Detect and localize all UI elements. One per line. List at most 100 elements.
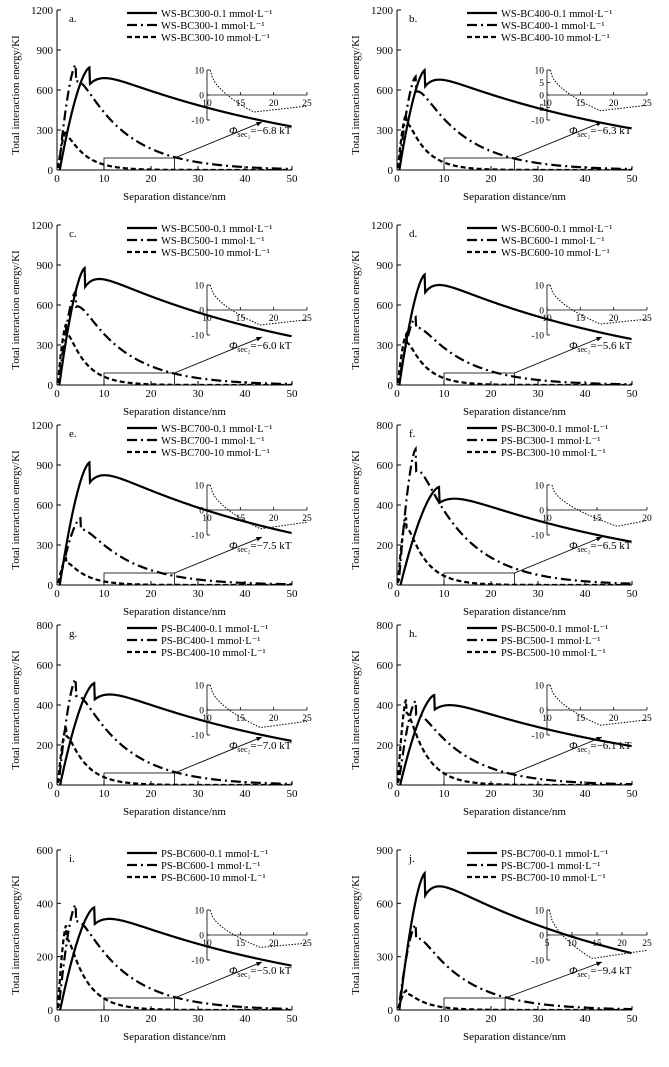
inset-x-tick-label: 20 [269, 939, 279, 949]
inset-curve [549, 684, 648, 726]
annotation-subscript: sec₂ [577, 345, 590, 354]
legend-label-2: PS-BC500-1 mmol·L⁻¹ [501, 636, 600, 647]
x-tick-label: 10 [439, 173, 451, 185]
series-line-2 [57, 62, 292, 170]
panel-label: f. [409, 428, 416, 440]
zoom-arrow-head [596, 336, 602, 342]
series-line-1 [58, 65, 292, 170]
x-tick-label: 0 [394, 1013, 400, 1025]
inset-y-tick-label: 0 [199, 307, 204, 317]
x-tick-label: 0 [54, 173, 60, 185]
inset-x-tick-label: 10 [542, 99, 552, 109]
zoom-box [443, 572, 515, 586]
inset-x-tick-label: 15 [236, 99, 246, 109]
x-tick-label: 40 [580, 1013, 592, 1025]
x-tick-label: 50 [287, 173, 299, 185]
inset-y-tick-label: 0 [539, 507, 544, 517]
x-tick-label: 30 [193, 173, 205, 185]
inset-x-tick-label: 15 [236, 939, 246, 949]
series-line-1 [59, 681, 292, 785]
x-tick-label: 20 [146, 388, 158, 400]
annotation-value: =−6.8 kT [250, 125, 291, 137]
annotation-symbol: Φ [569, 965, 578, 977]
x-axis-label: Separation distance/nm [463, 806, 566, 818]
inset-x-tick-label: 10 [202, 99, 212, 109]
inset-curve [209, 484, 308, 530]
inset-y-tick-label: -10 [531, 732, 544, 742]
x-tick-label: 0 [54, 588, 60, 600]
series-line-2 [397, 922, 632, 1010]
zoom-arrow [514, 736, 603, 774]
inset-x-tick-label: 20 [609, 99, 619, 109]
y-tick-label: 200 [377, 540, 394, 552]
series-line-1 [398, 870, 632, 1010]
annotation-value: =−5.0 kT [250, 965, 291, 977]
inset-y-tick-label: 0 [539, 307, 544, 317]
series-line-2 [57, 516, 292, 585]
inset-x-tick-label: 25 [302, 314, 312, 324]
y-tick-label: 900 [377, 260, 394, 272]
annotation-value: =−6.3 kT [590, 125, 631, 137]
y-tick-label: 0 [48, 1005, 54, 1017]
legend-label-3: WS-BC400-10 mmol·L⁻¹ [501, 33, 610, 44]
y-tick-label: 1200 [371, 5, 394, 17]
inset-y-tick-label: 10 [195, 482, 205, 492]
zoom-arrow [174, 961, 263, 999]
inset-x-tick-label: 10 [542, 314, 552, 324]
x-tick-label: 10 [439, 788, 451, 800]
legend-label-1: PS-BC300-0.1 mmol·L⁻¹ [501, 424, 608, 435]
legend-label-2: WS-BC400-1 mmol·L⁻¹ [501, 21, 604, 32]
inset-chart: 10 0 -105 10 15 20 25 Φsec₂=−9.4 kT [531, 907, 652, 980]
inset-y-tick-label: -10 [531, 117, 544, 127]
inset-y-tick-label: 10 [195, 282, 205, 292]
y-tick-label: 0 [388, 1005, 394, 1017]
x-tick-label: 50 [287, 788, 299, 800]
series-line-1 [399, 693, 632, 785]
x-axis-label: Separation distance/nm [463, 1031, 566, 1043]
zoom-box [443, 997, 506, 1011]
x-tick-label: 50 [627, 588, 639, 600]
x-tick-label: 40 [240, 1013, 252, 1025]
annotation-subscript: sec₂ [237, 130, 250, 139]
inset-curve [209, 909, 308, 949]
x-tick-label: 20 [146, 788, 158, 800]
y-tick-label: 600 [37, 500, 54, 512]
panel-label: h. [409, 628, 418, 640]
y-axis-label: Total interaction energy/KI [350, 875, 362, 995]
y-tick-label: 400 [37, 700, 54, 712]
legend-label-2: PS-BC400-1 mmol·L⁻¹ [161, 636, 260, 647]
inset-chart: 10 5 0 -5 -10 10 15 20 25 Φsec₂=−6.3 kT [531, 67, 652, 140]
inset-y-tick-label: -10 [191, 957, 204, 967]
inset-y-tick-label: -10 [531, 332, 544, 342]
x-tick-label: 40 [240, 788, 252, 800]
panel-label: j. [408, 853, 415, 865]
legend-label-2: PS-BC600-1 mmol·L⁻¹ [161, 861, 260, 872]
annotation-symbol: Φ [569, 740, 578, 752]
annotation-text: Φsec₂=−6.0 kT [229, 340, 292, 354]
inset-y-tick-label: 10 [535, 907, 545, 917]
inset-x-tick-label: 25 [642, 99, 652, 109]
zoom-arrow-head [596, 736, 602, 742]
annotation-symbol: Φ [569, 340, 578, 352]
x-tick-label: 50 [627, 173, 639, 185]
x-tick-label: 30 [193, 388, 205, 400]
annotation-symbol: Φ [229, 340, 238, 352]
zoom-arrow-head [256, 736, 262, 742]
x-tick-label: 10 [439, 1013, 451, 1025]
inset-y-tick-label: 10 [195, 682, 205, 692]
series-line-1 [59, 905, 292, 1010]
legend-label-1: WS-BC400-0.1 mmol·L⁻¹ [501, 9, 612, 20]
legend-label-2: PS-BC300-1 mmol·L⁻¹ [501, 436, 600, 447]
annotation-value: =−6.0 kT [250, 340, 291, 352]
inset-x-tick-label: 10 [202, 314, 212, 324]
legend-label-2: WS-BC600-1 mmol·L⁻¹ [501, 236, 604, 247]
